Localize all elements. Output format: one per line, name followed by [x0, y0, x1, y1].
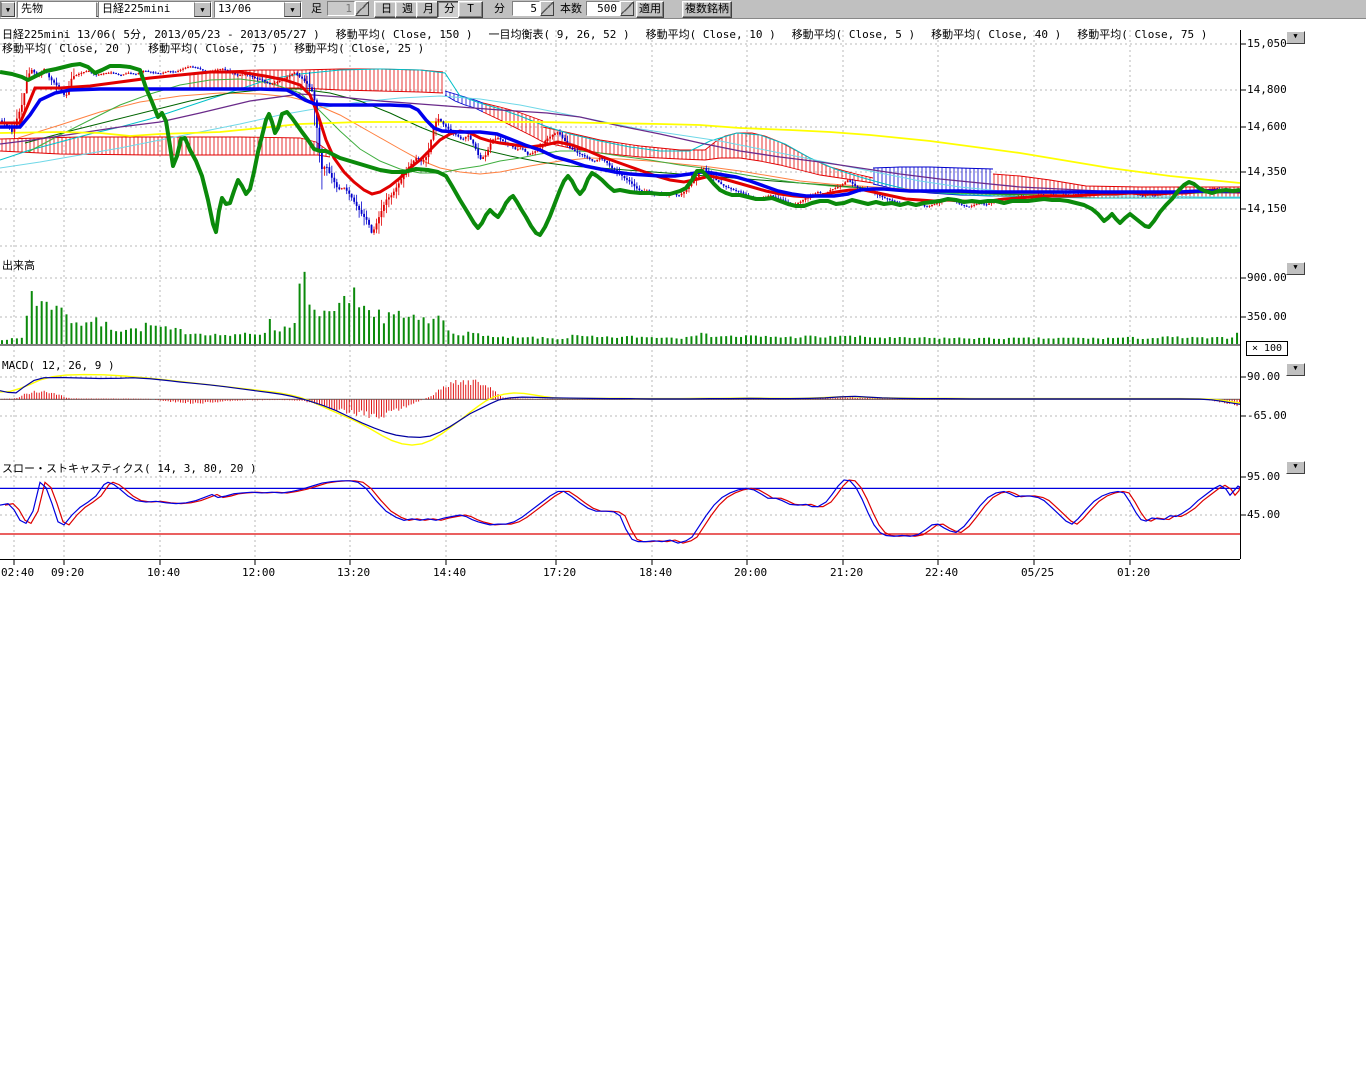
- legend-item: 移動平均( Close, 75 ): [148, 42, 279, 55]
- volume-axis-label: 350.00: [1247, 310, 1287, 323]
- time-axis-label: 01:20: [1117, 566, 1151, 579]
- legend-item: 移動平均( Close, 5 ): [791, 28, 916, 41]
- price-axis-label: 14,800: [1247, 83, 1287, 96]
- bar-count-value: 500: [586, 1, 620, 16]
- price-panel-scroll-button[interactable]: ▼: [1286, 31, 1305, 44]
- bar-type-label: 足: [311, 2, 322, 15]
- minutes-label: 分: [494, 2, 505, 15]
- multi-symbol-button[interactable]: 複数銘柄: [682, 1, 732, 18]
- price-axis-label: 14,600: [1247, 120, 1287, 133]
- volume-panel-label: 出来高: [2, 259, 35, 272]
- macd-panel-scroll-button[interactable]: ▼: [1286, 363, 1305, 376]
- time-axis-label: 20:00: [734, 566, 768, 579]
- time-axis-label: 09:20: [51, 566, 85, 579]
- stepper-grip-icon[interactable]: [540, 1, 554, 16]
- stoch-axis-label: 95.00: [1247, 470, 1281, 483]
- period-tick-button[interactable]: T: [458, 1, 483, 18]
- legend-item: 一目均衡表( 9, 26, 52 ): [488, 28, 630, 41]
- symbol-combobox[interactable]: 日経225mini ▼: [98, 1, 212, 18]
- stepper-grip-icon[interactable]: [355, 1, 369, 16]
- toolbar: ▼ 先物 ▼ 日経225mini ▼ 13/06 ▼ 足 1 日 週 月 分 T…: [0, 0, 1366, 19]
- price-axis-label: 15,050: [1247, 37, 1287, 50]
- time-axis-label: 05/25: [1021, 566, 1055, 579]
- bar-count-stepper[interactable]: 500: [586, 1, 634, 16]
- stoch-panel-scroll-button[interactable]: ▼: [1286, 461, 1305, 474]
- time-axis-label: 13:20: [337, 566, 371, 579]
- price-axis-label: 14,150: [1247, 202, 1287, 215]
- chart-header-line1: 日経225mini 13/06( 5分, 2013/05/23 - 2013/0…: [2, 26, 1223, 42]
- legend-item: 移動平均( Close, 40 ): [931, 28, 1062, 41]
- time-axis-label: 10:40: [147, 566, 181, 579]
- legend-item: 日経225mini 13/06( 5分, 2013/05/23 - 2013/0…: [2, 28, 320, 41]
- time-axis-label: 17:20: [543, 566, 577, 579]
- chevron-down-icon[interactable]: ▼: [284, 2, 301, 17]
- stoch-axis-label: 45.00: [1247, 508, 1281, 521]
- time-axis-label: 14:40: [433, 566, 467, 579]
- period-week-button[interactable]: 週: [395, 1, 420, 18]
- chevron-down-icon[interactable]: ▼: [1, 2, 15, 17]
- macd-panel-label: MACD( 12, 26, 9 ): [2, 359, 115, 372]
- time-axis-label: 21:20: [830, 566, 864, 579]
- legend-item: 移動平均( Close, 150 ): [335, 28, 473, 41]
- bar-interval-value: 1: [327, 1, 355, 16]
- partial-combobox[interactable]: ▼: [0, 1, 16, 18]
- macd-axis-label: 90.00: [1247, 370, 1281, 383]
- contract-month-value: 13/06: [215, 2, 284, 17]
- price-axis-label: 14,350: [1247, 165, 1287, 178]
- volume-panel-scroll-button[interactable]: ▼: [1286, 262, 1305, 275]
- volume-axis-label: 900.00: [1247, 271, 1287, 284]
- macd-axis-label: -65.00: [1247, 409, 1287, 422]
- legend-item: 移動平均( Close, 20 ): [2, 42, 133, 55]
- minutes-stepper[interactable]: 5: [512, 1, 554, 16]
- legend-item: 移動平均( Close, 25 ): [294, 42, 425, 55]
- apply-button[interactable]: 適用: [636, 1, 664, 18]
- bar-count-label: 本数: [560, 2, 582, 15]
- bar-interval-stepper[interactable]: 1: [327, 1, 369, 16]
- legend-item: 移動平均( Close, 10 ): [645, 28, 776, 41]
- category-value: 先物: [18, 2, 96, 17]
- stepper-grip-icon[interactable]: [620, 1, 634, 16]
- symbol-value: 日経225mini: [99, 2, 194, 17]
- minutes-value: 5: [512, 1, 540, 16]
- time-axis-label: 12:00: [242, 566, 276, 579]
- chevron-down-icon[interactable]: ▼: [194, 2, 211, 17]
- legend-item: 移動平均( Close, 75 ): [1077, 28, 1208, 41]
- volume-multiplier-badge: × 100: [1246, 341, 1288, 356]
- contract-month-combobox[interactable]: 13/06 ▼: [214, 1, 302, 18]
- time-axis-label: 02:40: [1, 566, 35, 579]
- time-axis-label: 18:40: [639, 566, 673, 579]
- period-minute-button[interactable]: 分: [437, 1, 462, 18]
- chart-header-line2: 移動平均( Close, 20 ) 移動平均( Close, 75 ) 移動平均( …: [2, 40, 440, 56]
- stoch-panel-label: スロー・ストキャスティクス( 14, 3, 80, 20 ): [2, 462, 257, 475]
- time-axis-label: 22:40: [925, 566, 959, 579]
- category-combobox[interactable]: 先物 ▼: [17, 1, 114, 18]
